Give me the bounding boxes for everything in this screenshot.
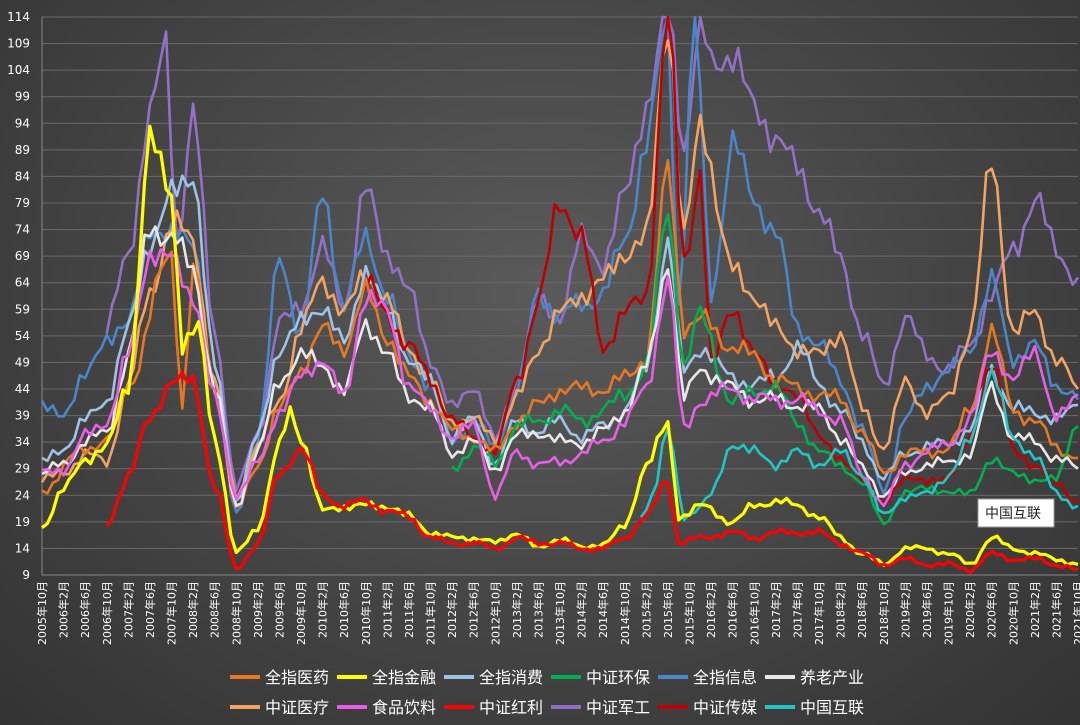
- x-tick-label: 2012年6月: [467, 581, 481, 638]
- x-tick-label: 2020年2月: [963, 581, 977, 638]
- callout-box: [977, 498, 1055, 528]
- x-tick-label: 2015年6月: [661, 581, 675, 638]
- x-tick-label: 2007年2月: [121, 581, 135, 638]
- legend-label: 全指金融: [372, 668, 436, 687]
- x-tick-label: 2019年2月: [898, 581, 912, 638]
- y-tick-label: 74: [15, 223, 30, 237]
- y-tick-label: 109: [7, 37, 30, 51]
- legend-label: 中证环保: [586, 668, 650, 687]
- y-tick-label: 89: [15, 143, 30, 157]
- legend-label: 中证医疗: [265, 698, 329, 717]
- y-tick-label: 9: [22, 568, 30, 582]
- series-line-6: [451, 212, 1079, 526]
- x-tick-label: 2008年10月: [229, 581, 243, 645]
- x-tick-label: 2018年2月: [834, 581, 848, 638]
- x-tick-label: 2013年6月: [531, 581, 545, 638]
- x-tick-label: 2019年10月: [942, 581, 956, 645]
- x-tick-label: 2014年6月: [596, 581, 610, 638]
- callout-text: 中国互联: [985, 506, 1041, 522]
- x-tick-label: 2016年6月: [726, 581, 740, 638]
- series-line-9: [639, 367, 1079, 522]
- x-tick-label: 2007年6月: [143, 581, 157, 638]
- x-tick-label: 2007年10月: [165, 581, 179, 645]
- legend-label: 养老产业: [800, 668, 864, 687]
- x-tick-label: 2006年6月: [78, 581, 92, 638]
- y-tick-label: 79: [15, 196, 30, 210]
- x-tick-label: 2015年2月: [639, 581, 653, 638]
- x-tick-label: 2021年10月: [1071, 581, 1080, 645]
- x-tick-label: 2013年2月: [510, 581, 524, 638]
- y-tick-label: 64: [15, 276, 30, 290]
- x-tick-label: 2010年6月: [337, 581, 351, 638]
- x-tick-label: 2008年2月: [186, 581, 200, 638]
- x-tick-label: 2009年6月: [272, 581, 286, 638]
- y-tick-label: 104: [7, 63, 30, 77]
- y-tick-label: 99: [15, 90, 30, 104]
- y-tick-label: 114: [7, 10, 30, 24]
- legend-label: 中国互联: [800, 698, 864, 717]
- x-tick-label: 2010年2月: [316, 581, 330, 638]
- series-line-11: [105, 370, 1079, 575]
- x-tick-label: 2006年10月: [100, 581, 114, 645]
- x-tick-label: 2008年6月: [208, 581, 222, 638]
- y-tick-label: 39: [15, 409, 30, 423]
- series-line-2: [40, 39, 1080, 501]
- x-tick-label: 2014年10月: [618, 581, 632, 645]
- x-tick-label: 2009年10月: [294, 581, 308, 645]
- y-tick-label: 14: [15, 541, 30, 555]
- x-tick-label: 2011年2月: [380, 581, 394, 638]
- x-tick-label: 2006年2月: [57, 581, 71, 638]
- y-tick-label: 19: [15, 515, 30, 529]
- x-axis: 2005年10月 2006年2月 2006年6月 2006年10月 2007年2月 200…: [35, 581, 1080, 645]
- x-tick-label: 2021年6月: [1049, 581, 1063, 638]
- x-tick-label: 2013年10月: [553, 581, 567, 645]
- y-tick-label: 94: [15, 116, 30, 130]
- x-tick-label: 2018年6月: [855, 581, 869, 638]
- legend-label: 中证红利: [479, 698, 543, 717]
- y-tick-label: 49: [15, 355, 30, 369]
- x-tick-label: 2012年10月: [488, 581, 502, 645]
- x-tick-label: 2017年2月: [769, 581, 783, 638]
- y-tick-label: 69: [15, 249, 30, 263]
- y-tick-label: 59: [15, 302, 30, 316]
- legend-label: 中证传媒: [693, 698, 757, 717]
- y-tick-label: 34: [15, 435, 30, 449]
- legend-label: 食品饮料: [372, 698, 436, 717]
- x-tick-label: 2020年6月: [985, 581, 999, 638]
- x-tick-label: 2010年10月: [359, 581, 373, 645]
- legend-label: 全指消费: [479, 668, 543, 687]
- x-tick-label: 2021年2月: [1028, 581, 1042, 638]
- x-tick-label: 2017年10月: [812, 581, 826, 645]
- series-line-8: [41, 248, 1079, 508]
- legend-label: 中证军工: [586, 698, 650, 717]
- legend-label: 全指信息: [693, 668, 757, 687]
- x-tick-label: 2018年10月: [877, 581, 891, 645]
- y-tick-label: 24: [15, 488, 30, 502]
- x-tick-label: 2015年10月: [683, 581, 697, 645]
- x-tick-label: 2005年10月: [35, 581, 49, 645]
- y-tick-label: 84: [15, 169, 30, 183]
- y-tick-label: 54: [15, 329, 30, 343]
- x-tick-label: 2017年6月: [790, 581, 804, 638]
- x-tick-label: 2016年2月: [704, 581, 718, 638]
- x-tick-label: 2012年2月: [445, 581, 459, 638]
- x-tick-label: 2009年2月: [251, 581, 265, 638]
- series-line-0: [105, 15, 1080, 492]
- x-tick-label: 2014年2月: [575, 581, 589, 638]
- y-axis: 9 14 19 24 29 34 39 44 49 54 59 64 69 74 79 84 89 94 99 104…: [7, 10, 30, 582]
- series-lines: [40, 15, 1080, 575]
- y-tick-label: 29: [15, 462, 30, 476]
- x-tick-label: 2011年10月: [424, 581, 438, 645]
- x-tick-label: 2011年6月: [402, 581, 416, 638]
- x-tick-label: 2019年6月: [920, 581, 934, 638]
- x-tick-label: 2016年10月: [747, 581, 761, 645]
- legend-label: 全指医药: [265, 668, 329, 687]
- x-tick-label: 2020年10月: [1006, 581, 1020, 645]
- y-tick-label: 44: [15, 382, 30, 396]
- callout-label: 中国互联: [977, 498, 1055, 528]
